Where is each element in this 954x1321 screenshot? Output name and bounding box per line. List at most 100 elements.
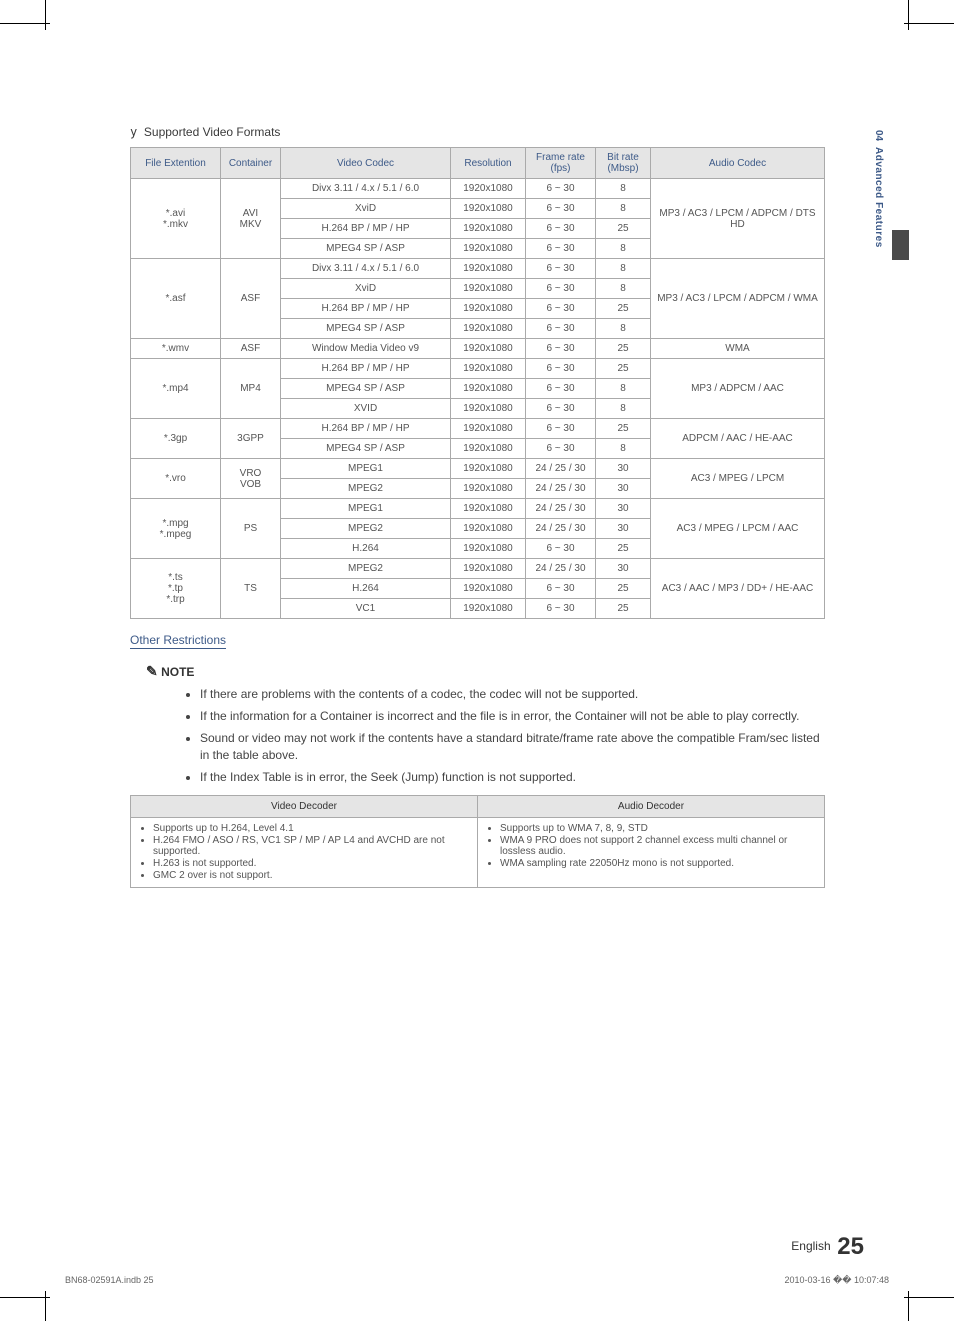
codec-cell: H.264 BP / MP / HP (281, 299, 451, 319)
codec-cell: MPEG4 SP / ASP (281, 379, 451, 399)
codec-cell: Divx 3.11 / 4.x / 5.1 / 6.0 (281, 259, 451, 279)
chapter-number: 04 (873, 130, 884, 141)
bullet-icon: y (130, 125, 137, 139)
fps-cell: 6 ~ 30 (526, 379, 596, 399)
col-file-ext: File Extention (131, 148, 221, 179)
br-cell: 25 (596, 579, 651, 599)
table-row: *.avi*.mkvAVIMKVDivx 3.11 / 4.x / 5.1 / … (131, 179, 825, 199)
br-cell: 8 (596, 319, 651, 339)
other-restrictions-heading: Other Restrictions (130, 633, 226, 649)
res-cell: 1920x1080 (451, 179, 526, 199)
crop-mark (908, 1291, 909, 1321)
chapter-title: Advanced Features (873, 147, 884, 248)
note-item: Sound or video may not work if the conte… (200, 730, 825, 762)
video-decoder-item: GMC 2 over is not support. (153, 870, 469, 881)
side-accent-bar (892, 230, 909, 260)
codec-cell: H.264 (281, 579, 451, 599)
file-ext-cell: *.vro (131, 459, 221, 499)
video-decoder-item: H.264 FMO / ASO / RS, VC1 SP / MP / AP L… (153, 835, 469, 857)
fps-cell: 6 ~ 30 (526, 339, 596, 359)
fps-cell: 6 ~ 30 (526, 539, 596, 559)
col-frame-rate: Frame rate (fps) (526, 148, 596, 179)
audio-codec-cell: MP3 / AC3 / LPCM / ADPCM / DTS HD (651, 179, 825, 259)
note-item: If the Index Table is in error, the Seek… (200, 769, 825, 785)
file-ext-cell: *.avi*.mkv (131, 179, 221, 259)
br-cell: 25 (596, 219, 651, 239)
note-item: If there are problems with the contents … (200, 686, 825, 702)
audio-decoder-item: Supports up to WMA 7, 8, 9, STD (500, 823, 816, 834)
br-cell: 25 (596, 339, 651, 359)
fps-cell: 24 / 25 / 30 (526, 499, 596, 519)
crop-mark (0, 1297, 50, 1298)
audio-decoder-header: Audio Decoder (478, 795, 825, 817)
container-cell: ASF (221, 259, 281, 339)
table-row: *.3gp3GPPH.264 BP / MP / HP1920x10806 ~ … (131, 419, 825, 439)
br-cell: 30 (596, 479, 651, 499)
fps-cell: 6 ~ 30 (526, 399, 596, 419)
note-label: NOTE (161, 665, 194, 679)
print-metadata: BN68-02591A.indb 25 2010-03-16 �� 10:07:… (65, 1275, 889, 1286)
res-cell: 1920x1080 (451, 579, 526, 599)
fps-cell: 24 / 25 / 30 (526, 479, 596, 499)
fps-cell: 24 / 25 / 30 (526, 459, 596, 479)
table-row: *.vroVROVOBMPEG11920x108024 / 25 / 3030A… (131, 459, 825, 479)
doc-reference: BN68-02591A.indb 25 (65, 1275, 154, 1286)
file-ext-cell: *.asf (131, 259, 221, 339)
codec-cell: VC1 (281, 599, 451, 619)
res-cell: 1920x1080 (451, 379, 526, 399)
res-cell: 1920x1080 (451, 279, 526, 299)
file-ext-cell: *.mpg*.mpeg (131, 499, 221, 559)
fps-cell: 6 ~ 30 (526, 279, 596, 299)
res-cell: 1920x1080 (451, 299, 526, 319)
col-resolution: Resolution (451, 148, 526, 179)
container-cell: VROVOB (221, 459, 281, 499)
audio-decoder-item: WMA sampling rate 22050Hz mono is not su… (500, 858, 816, 869)
chapter-sidebar: 04 Advanced Features (873, 130, 893, 248)
container-cell: 3GPP (221, 419, 281, 459)
codec-cell: H.264 (281, 539, 451, 559)
note-icon: ✎ (146, 663, 158, 679)
codec-cell: MPEG4 SP / ASP (281, 239, 451, 259)
br-cell: 8 (596, 259, 651, 279)
container-cell: MP4 (221, 359, 281, 419)
br-cell: 25 (596, 359, 651, 379)
crop-mark (904, 23, 954, 24)
video-decoder-cell: Supports up to H.264, Level 4.1H.264 FMO… (131, 817, 478, 887)
audio-decoder-cell: Supports up to WMA 7, 8, 9, STDWMA 9 PRO… (478, 817, 825, 887)
res-cell: 1920x1080 (451, 359, 526, 379)
br-cell: 30 (596, 499, 651, 519)
audio-codec-cell: ADPCM / AAC / HE-AAC (651, 419, 825, 459)
br-cell: 25 (596, 539, 651, 559)
audio-codec-cell: AC3 / AAC / MP3 / DD+ / HE-AAC (651, 559, 825, 619)
br-cell: 25 (596, 419, 651, 439)
codec-cell: XviD (281, 279, 451, 299)
br-cell: 30 (596, 459, 651, 479)
br-cell: 8 (596, 379, 651, 399)
br-cell: 8 (596, 399, 651, 419)
codec-cell: Divx 3.11 / 4.x / 5.1 / 6.0 (281, 179, 451, 199)
container-cell: ASF (221, 339, 281, 359)
br-cell: 8 (596, 279, 651, 299)
codec-cell: MPEG2 (281, 559, 451, 579)
note-list: If there are problems with the contents … (185, 686, 825, 785)
codec-cell: H.264 BP / MP / HP (281, 359, 451, 379)
video-decoder-header: Video Decoder (131, 795, 478, 817)
res-cell: 1920x1080 (451, 559, 526, 579)
fps-cell: 6 ~ 30 (526, 359, 596, 379)
container-cell: AVIMKV (221, 179, 281, 259)
fps-cell: 24 / 25 / 30 (526, 559, 596, 579)
page-number: 25 (837, 1233, 864, 1260)
crop-mark (45, 0, 46, 30)
codec-cell: H.264 BP / MP / HP (281, 219, 451, 239)
res-cell: 1920x1080 (451, 219, 526, 239)
br-cell: 25 (596, 599, 651, 619)
fps-cell: 6 ~ 30 (526, 299, 596, 319)
fps-cell: 6 ~ 30 (526, 219, 596, 239)
container-cell: PS (221, 499, 281, 559)
table-row: *.ts*.tp*.trpTSMPEG21920x108024 / 25 / 3… (131, 559, 825, 579)
container-cell: TS (221, 559, 281, 619)
fps-cell: 6 ~ 30 (526, 579, 596, 599)
fps-cell: 6 ~ 30 (526, 439, 596, 459)
res-cell: 1920x1080 (451, 599, 526, 619)
fps-cell: 6 ~ 30 (526, 179, 596, 199)
